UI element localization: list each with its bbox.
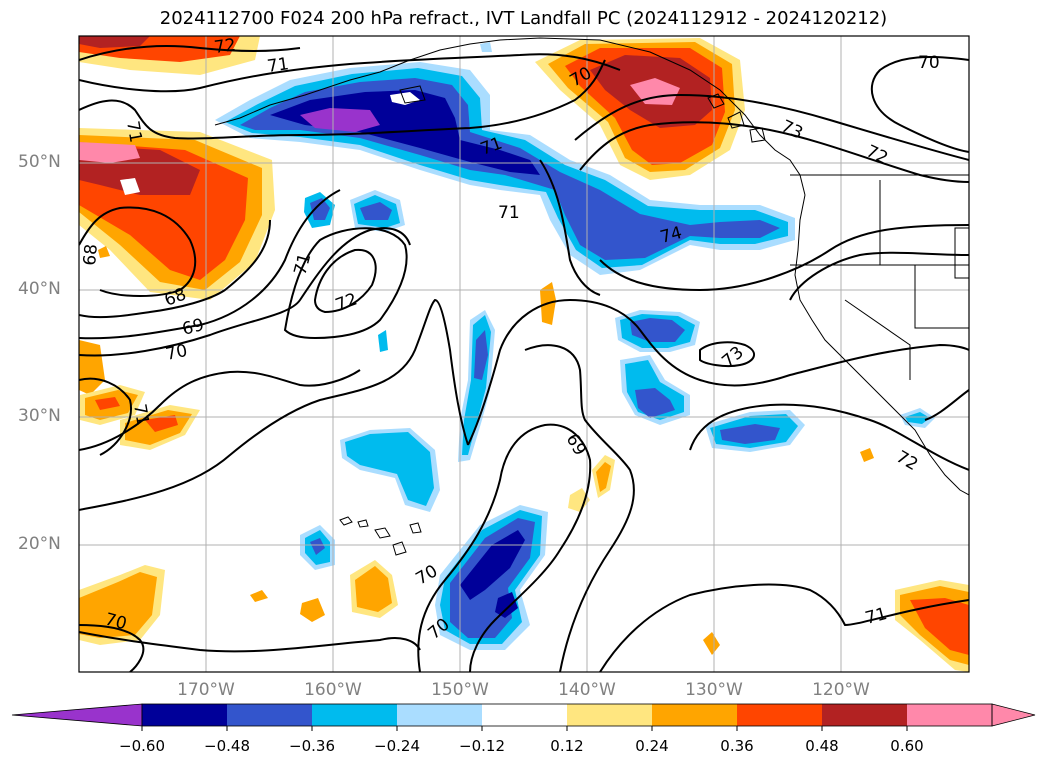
colorbar-tick-label: −0.36: [289, 737, 335, 755]
contour-label: 70: [164, 341, 189, 365]
colorbar-tick-label: 0.36: [720, 737, 754, 755]
colorbar-segment: [227, 704, 312, 726]
lat-label-50n: 50°N: [18, 152, 61, 172]
contour-label: 71: [498, 203, 520, 223]
contour-label: 71: [122, 119, 145, 144]
colorbar-tick-label: −0.12: [459, 737, 505, 755]
colorbar: [11, 703, 1036, 731]
colorbar-segment: [142, 704, 227, 726]
colorbar-tick-label: 0.60: [890, 737, 924, 755]
map-plot-area: 72 71 71 70 70 73 72 71 71 74 68 68 71 7…: [79, 35, 969, 672]
colorbar-tick-label: 0.12: [550, 737, 584, 755]
lat-label-20n: 20°N: [18, 534, 61, 554]
lon-label-160w: 160°W: [304, 680, 362, 700]
map-gridlines: [79, 36, 969, 672]
colorbar-tick-label: −0.48: [204, 737, 250, 755]
lon-label-120w: 120°W: [812, 680, 870, 700]
shade-negative-patches: [300, 42, 935, 650]
colorbar-segment: [482, 704, 567, 726]
colorbar-segment: [822, 704, 907, 726]
colorbar-tick-label: −0.24: [374, 737, 420, 755]
lat-label-40n: 40°N: [18, 279, 61, 299]
shade-negative-north: [215, 62, 795, 275]
map-title: 2024112700 F024 200 hPa refract., IVT La…: [159, 8, 888, 29]
colorbar-tick-label: 0.48: [805, 737, 839, 755]
shade-positive-nw: [79, 36, 260, 75]
colorbar-segment: [567, 704, 652, 726]
contour-label: 72: [213, 35, 237, 58]
colorbar-segment: [652, 704, 737, 726]
colorbar-tick-label: 0.24: [635, 737, 669, 755]
contour-label: 70: [918, 53, 940, 73]
colorbar-segment: [737, 704, 822, 726]
contour-label: 71: [129, 402, 152, 427]
colorbar-extend-low: [11, 703, 143, 727]
contour-label: 68: [80, 243, 102, 266]
colorbar-segment: [907, 704, 992, 726]
contour-label: 71: [266, 54, 290, 77]
lon-label-150w: 150°W: [431, 680, 489, 700]
lon-label-140w: 140°W: [558, 680, 616, 700]
lat-label-30n: 30°N: [18, 406, 61, 426]
coastlines: [214, 37, 969, 556]
colorbar-segment: [397, 704, 482, 726]
colorbar-segment: [312, 704, 397, 726]
map-frame: [78, 35, 970, 673]
contour-lines: [79, 44, 969, 672]
colorbar-tick-label: −0.60: [119, 737, 165, 755]
colorbar-extend-high: [991, 703, 1036, 727]
lon-label-170w: 170°W: [177, 680, 235, 700]
lon-label-130w: 130°W: [685, 680, 743, 700]
